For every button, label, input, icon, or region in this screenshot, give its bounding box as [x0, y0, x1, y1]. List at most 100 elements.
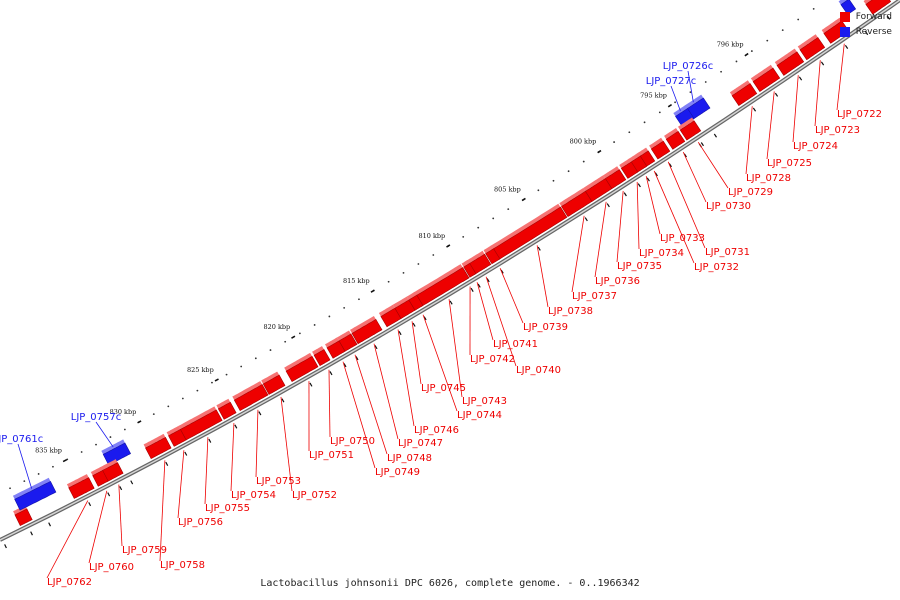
gene-tick	[668, 163, 672, 168]
gene-top-face	[628, 152, 641, 163]
gene-ljp-0746[interactable]	[378, 304, 402, 336]
minor-tick	[152, 413, 155, 416]
gene-ljp-0760[interactable]	[90, 466, 111, 497]
gene-ljp-0749[interactable]	[325, 337, 347, 368]
minor-tick	[23, 480, 26, 483]
leader-line	[373, 343, 399, 440]
gene-top-face	[490, 203, 561, 250]
leader-line	[204, 437, 209, 505]
gene-label: LJP_0729	[728, 187, 773, 198]
gene-ljp-0744[interactable]	[406, 291, 427, 321]
gene-fragment[interactable]	[0, 507, 7, 549]
gene-ljp-0762[interactable]	[66, 474, 95, 507]
tick-layer: 796 kbp 795 kbp 800 kbp 805 kbp 810 kbp 815 k…	[9, 7, 815, 490]
minor-tick	[387, 280, 390, 283]
gene-ljp-0728[interactable]	[729, 80, 758, 112]
gene-ljp-0756[interactable]	[166, 425, 188, 456]
gene-body	[408, 294, 424, 311]
gene-ljp-0747[interactable]	[350, 316, 383, 350]
gene-ljp-0725[interactable]	[750, 64, 781, 97]
gene-body	[313, 349, 331, 367]
leader-line	[687, 70, 694, 103]
leader-line	[594, 201, 607, 278]
major-tick	[521, 197, 526, 202]
gene-label-group: LJP_0748	[354, 354, 432, 464]
gene-ljp-0748[interactable]	[337, 330, 359, 361]
gene-label-group: LJP_0758	[159, 460, 205, 571]
gene-tick	[637, 183, 641, 188]
minor-tick	[80, 451, 83, 453]
gene-tick	[423, 316, 427, 321]
gene-ljp-0750[interactable]	[312, 346, 333, 376]
gene-label-group: LJP_0738	[536, 245, 593, 317]
gene-ljp-0724[interactable]	[774, 48, 805, 81]
leader-line	[230, 423, 235, 492]
gene-fragment[interactable]	[863, 0, 892, 20]
gene-tick	[886, 15, 891, 20]
gene-ljp-0733[interactable]	[628, 152, 650, 182]
gene-ljp-0753[interactable]	[232, 381, 269, 416]
gene-body	[233, 384, 269, 412]
minor-tick	[298, 332, 301, 335]
gene-ljp-0745[interactable]	[392, 296, 416, 327]
gene-ljp-0734[interactable]	[619, 158, 641, 188]
gene-label: LJP_0735	[617, 261, 662, 272]
gene-ljp-0730[interactable]	[664, 128, 687, 158]
major-tick	[137, 420, 142, 424]
gene-label-group: LJP_0726c	[663, 61, 713, 103]
gene-ljp-0743[interactable]	[412, 264, 470, 308]
gene-body	[14, 508, 33, 527]
gene-tick	[646, 177, 650, 182]
minor-tick	[613, 141, 616, 143]
gene-tick	[281, 398, 285, 403]
minor-tick	[704, 81, 707, 83]
leader-line	[280, 396, 293, 492]
leader-line	[411, 321, 422, 385]
gene-fragment[interactable]	[838, 0, 869, 36]
gene-ljp-0755[interactable]	[178, 406, 223, 443]
gene-label: LJP_0725	[767, 158, 812, 169]
gene-label-group: LJP_0746	[397, 329, 459, 436]
gene-ljp-0736[interactable]	[583, 175, 613, 208]
gene-body	[285, 355, 319, 383]
gene-ljp-0731[interactable]	[649, 137, 672, 168]
gene-ljp-0759[interactable]	[99, 459, 124, 491]
gene-ljp-0754[interactable]	[216, 398, 238, 429]
gene-ljp-0735[interactable]	[603, 166, 627, 197]
gene-tick	[713, 133, 718, 138]
gene-ljp-0723[interactable]	[797, 34, 826, 66]
gene-body	[799, 37, 826, 61]
gene-ljp-0741[interactable]	[461, 259, 481, 288]
gene-ljp-0751[interactable]	[284, 352, 319, 387]
leader-line	[46, 500, 89, 579]
scale-label: 810 kbp	[418, 232, 445, 240]
minor-tick	[477, 226, 480, 229]
gene-ljp-0738[interactable]	[490, 203, 568, 261]
gene-label-group: LJP_0750	[328, 369, 375, 447]
gene-label: LJP_0727c	[646, 76, 697, 87]
gene-body	[463, 263, 477, 278]
gene-top-face	[464, 250, 485, 266]
gene-ljp-0758[interactable]	[143, 433, 172, 466]
gene-tick	[864, 31, 869, 36]
leader-line	[448, 299, 463, 398]
gene-ljp-0737[interactable]	[559, 188, 593, 222]
gene-tick	[623, 192, 627, 197]
gene-ljp-0752[interactable]	[261, 371, 286, 403]
scale-label: 805 kbp	[494, 185, 521, 193]
gene-top-face	[337, 330, 351, 341]
gene-label-group: LJP_0754	[230, 423, 276, 501]
gene-ljp-0739[interactable]	[483, 245, 504, 274]
gene-top-face	[284, 352, 313, 372]
major-tick	[291, 335, 296, 339]
minor-tick	[658, 111, 661, 114]
gene-top-face	[583, 175, 606, 192]
leader-line	[159, 460, 166, 562]
minor-tick	[537, 189, 540, 192]
gene-label: LJP_0737	[572, 291, 617, 302]
gene-tick	[88, 502, 92, 507]
minor-tick	[507, 208, 510, 211]
gene-top-face	[90, 466, 103, 476]
backbone-line	[0, 0, 900, 541]
